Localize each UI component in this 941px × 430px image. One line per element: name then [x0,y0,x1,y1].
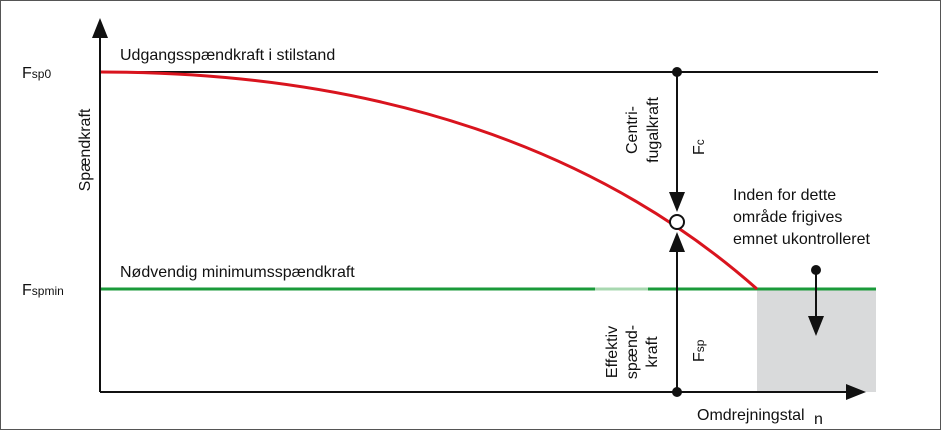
text-line: område frigives [733,208,842,226]
x-axis-arrow [846,384,866,400]
centrifugal-label: Centri-fugalkraft [624,97,662,163]
fsp0-label: Fsp0 [22,65,51,82]
text-line: Centri- [624,106,641,154]
fsp-arrowhead [669,232,685,252]
fsp-label: Fsp [691,339,708,362]
text-line: Effektiv [604,326,621,378]
text-line: Inden for dette [733,187,836,204]
effective-label: Effektiv spænd-kraft [604,325,661,379]
text-line: emnet ukontrolleret [733,231,871,248]
text-line: kraft [644,336,661,368]
note-arrowhead [808,316,824,336]
top-line-label: Udgangsspændkraft i stilstand [120,47,335,64]
point [672,387,682,397]
intersection-point [669,214,685,230]
fc-label: Fc [691,139,708,155]
text-line: spænd- [624,325,641,379]
region-note: Inden for dette område frigives emnet ukon… [733,187,871,248]
x-axis-symbol: n [814,411,823,428]
fc-arrowhead [669,192,685,212]
force-curve [99,70,758,291]
x-axis-label: Omdrejningstal [697,407,805,424]
bottom-line-label: Nødvendig minimumsspændkraft [120,264,355,281]
y-axis-arrow [92,18,108,38]
text-line: fugalkraft [645,97,662,163]
fspmin-label: Fspmin [22,282,64,299]
point [672,67,682,77]
y-axis-label: Spændkraft [77,108,94,191]
